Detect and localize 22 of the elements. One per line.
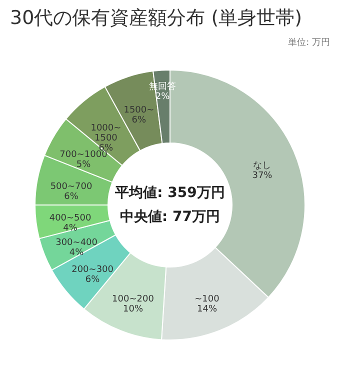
data-label: 6%	[64, 192, 79, 202]
slice-label: なし	[253, 161, 272, 172]
slice-label: 1500~	[124, 105, 154, 116]
slice-label: 100~200	[112, 294, 154, 304]
text: 中央値: 77万円	[120, 209, 220, 225]
chart-title: 30代の保有資産額分布 (単身世帯)	[10, 7, 302, 29]
data-label: 6%	[85, 275, 100, 286]
slice-label: 300~400	[56, 238, 98, 248]
data-label: 10%	[122, 304, 144, 314]
slice-label: 1000~1500	[90, 124, 122, 144]
data-label: 14%	[196, 304, 218, 314]
slice-label: 400~500	[49, 214, 92, 224]
data-label: 5%	[76, 160, 92, 170]
data-label: 4%	[69, 248, 84, 258]
text: 平均値: 359万円	[114, 185, 225, 201]
slice-label: 200~300	[72, 265, 114, 276]
data-label: 37%	[252, 171, 273, 182]
data-label: 6%	[132, 115, 147, 126]
text: 単位: 万円	[288, 37, 330, 48]
slice-label: 500~700	[50, 182, 92, 192]
slice-label: 700~1000	[60, 150, 108, 160]
slice-label: ~100	[194, 294, 220, 304]
